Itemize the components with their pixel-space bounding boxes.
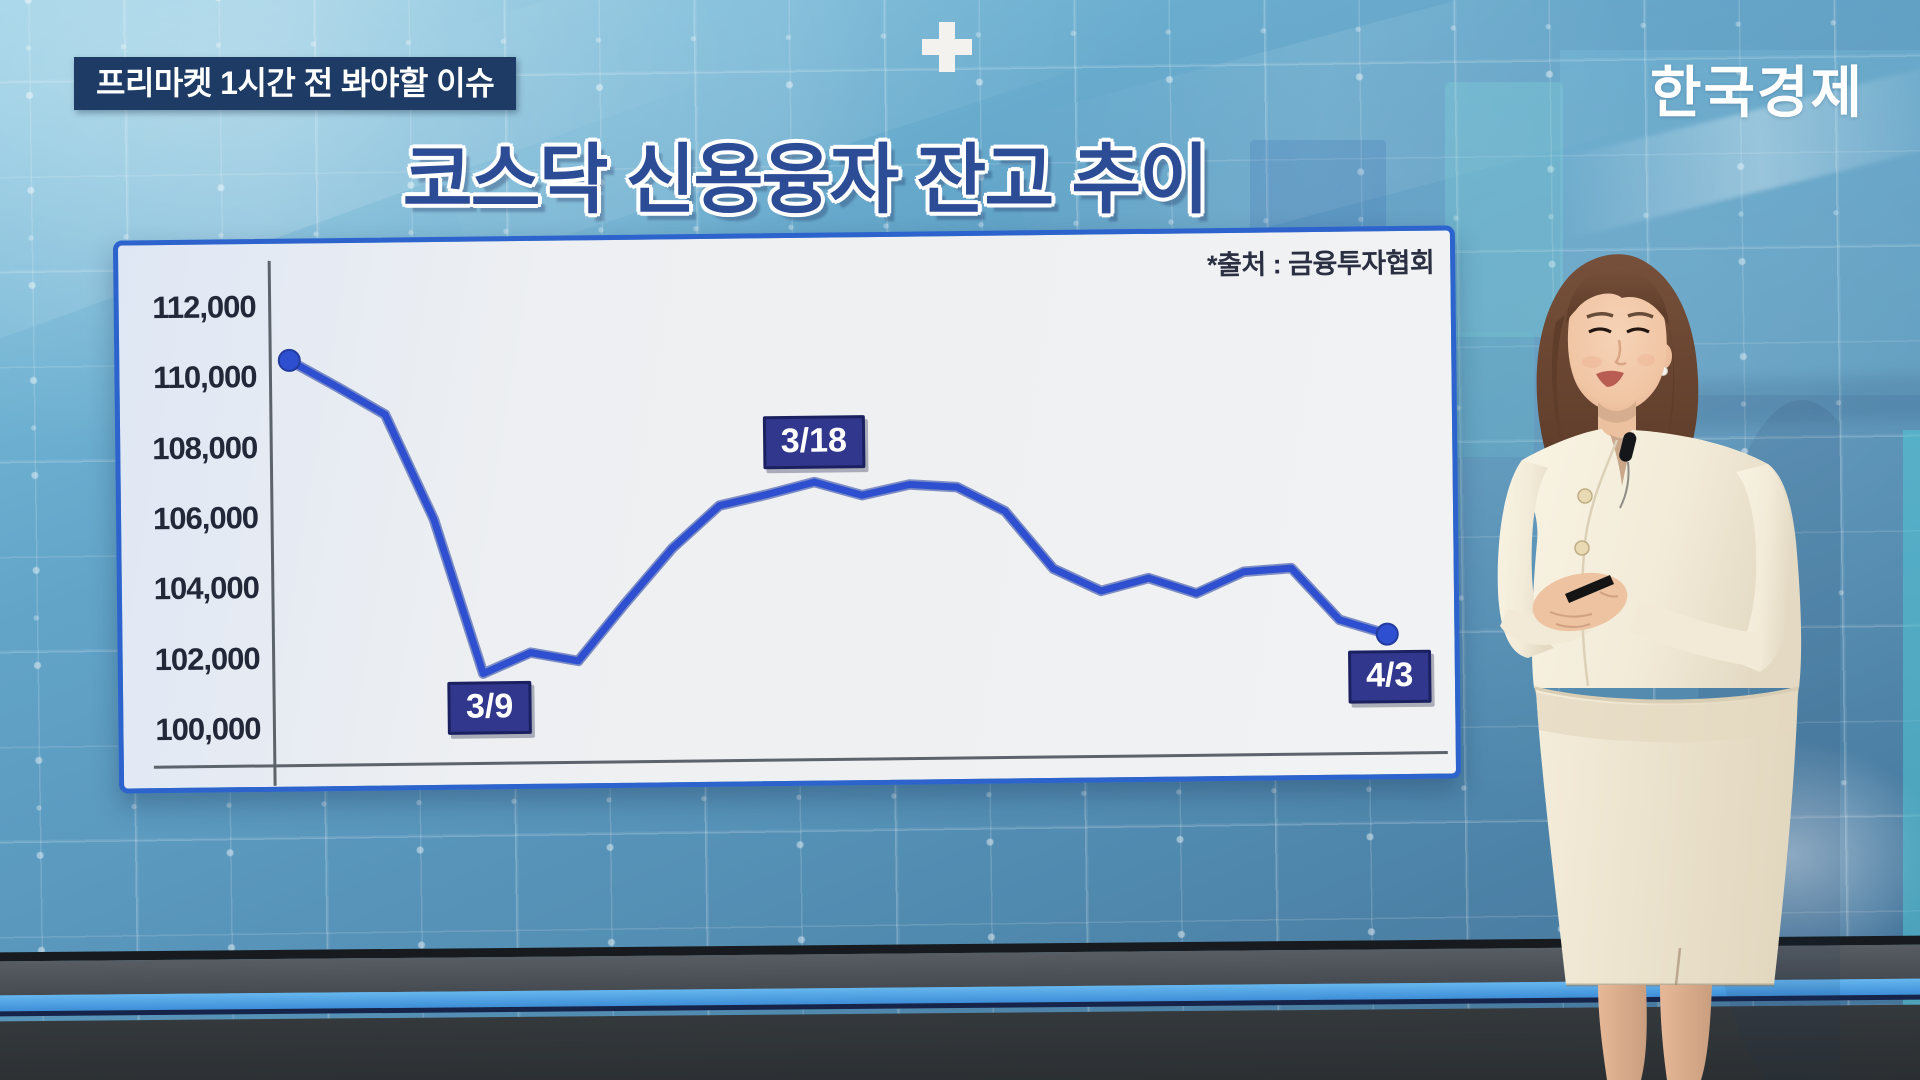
finger-lines — [1549, 591, 1619, 628]
leg-right — [1660, 985, 1712, 1080]
program-badge: 프리마켓 1시간 전 봐야할 이슈 — [74, 57, 517, 110]
y-axis-tick-label: 108,000 — [152, 429, 258, 466]
news-presenter — [1497, 254, 1840, 1080]
wall-tile — [1448, 332, 1534, 457]
eye-left — [1588, 327, 1612, 334]
presenter-bangs — [1566, 268, 1669, 326]
jacket-sleeve-left — [1497, 460, 1554, 658]
hair-side-left — [1551, 315, 1566, 455]
jacket-sleeve-right — [1732, 464, 1795, 672]
y-axis-tick-label: 110,000 — [152, 359, 257, 396]
presenter-face — [1567, 278, 1667, 412]
mic-cable — [1619, 461, 1630, 509]
skirt-top-shadow — [1536, 692, 1798, 742]
nose — [1614, 339, 1627, 366]
skirt — [1536, 690, 1798, 985]
lapel-mic-icon — [1619, 432, 1637, 462]
eye-right — [1626, 327, 1650, 334]
y-axis-tick-label: 102,000 — [154, 640, 260, 677]
y-axis-tick-label: 112,000 — [152, 289, 256, 326]
cyan-edge-bar — [1903, 430, 1920, 1005]
lips — [1596, 370, 1624, 387]
y-axis-tick-label: 106,000 — [152, 499, 259, 537]
page-title: 코스닥 신용융자 잔고 추이 — [402, 138, 1209, 223]
blush-right — [1637, 354, 1655, 366]
eyebrow-left — [1586, 312, 1614, 319]
leg-left — [1598, 985, 1647, 1080]
line-chart — [153, 260, 1448, 786]
y-axis-tick-label: 100,000 — [155, 710, 261, 747]
forearm-right — [1630, 600, 1764, 666]
date-label-3-9: 3/9 — [447, 680, 532, 735]
chart-panel: 112,000 110,000 108,000 106,000 104,000 102,0… — [112, 225, 1462, 794]
chart-area: 112,000 110,000 108,000 106,000 104,000 102,0… — [118, 230, 1456, 788]
date-label-3-18: 3/18 — [762, 415, 866, 470]
jacket-button — [1574, 540, 1590, 556]
blush-left — [1582, 356, 1602, 368]
eyebrow-right — [1627, 312, 1654, 319]
date-label-4-3: 4/3 — [1347, 649, 1432, 704]
plus-icon — [922, 22, 972, 72]
clicker-pen — [1565, 575, 1614, 603]
skirt-slit — [1674, 947, 1682, 986]
wall-tile — [1445, 82, 1563, 337]
source-note: *출처 : 금융투자협회 — [1206, 247, 1435, 281]
y-axis-tick-label: 104,000 — [153, 570, 260, 607]
jacket-button — [1577, 488, 1593, 504]
neck-shadow — [1598, 401, 1636, 423]
hankyung-logo: 한국경제 — [1650, 63, 1865, 125]
